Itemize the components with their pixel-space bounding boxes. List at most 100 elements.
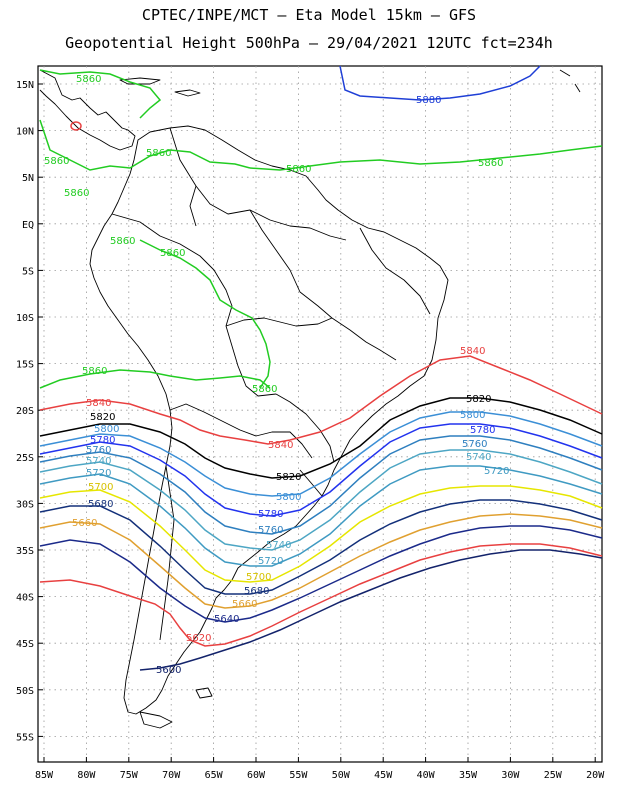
lon-tick-label: 45W [374,770,393,781]
label-5860: 5860 [76,74,101,85]
label-5700: 5700 [88,482,113,493]
label-5700: 5700 [246,572,271,583]
border-peru-bolivia [225,317,333,327]
label-5800: 5800 [94,424,119,435]
label-5760: 5760 [462,439,487,450]
label-5720: 5720 [258,556,283,567]
lat-tick-label: 20S [16,406,34,417]
lon-tick-label: 80W [77,770,96,781]
lon-tick-label: 85W [35,770,54,781]
lat-tick-label: 15N [16,80,34,91]
caribbean-island-2 [174,89,201,97]
label-5740: 5740 [86,456,111,467]
label-5840: 5840 [86,398,111,409]
border-colombia-peru [111,213,233,327]
label-5860: 5860 [146,148,171,159]
lat-tick-label: 10N [16,127,34,138]
label-5720: 5720 [484,466,509,477]
lon-tick-label: 65W [205,770,224,781]
label-5680: 5680 [88,499,113,510]
border-brazil-north [249,209,333,319]
contour-5840 [39,355,603,445]
label-5660: 5660 [72,518,97,529]
label-5740: 5740 [466,452,491,463]
label-5860: 5860 [64,188,89,199]
label-5840: 5840 [460,346,485,357]
contour-5680 [39,499,603,595]
falkland-islands [195,687,213,699]
label-5860: 5860 [44,156,69,167]
lat-tick-label: 25S [16,453,34,464]
lon-tick-label: 50W [332,770,351,781]
lat-tick-label: 35S [16,546,34,557]
contour-5820 [39,397,603,479]
lon-tick-label: 75W [120,770,139,781]
label-5820: 5820 [276,472,301,483]
label-5860: 5860 [110,236,135,247]
contour-5800 [39,411,603,497]
lat-tick-label: 30S [16,499,34,510]
contour-5860-north [249,145,603,171]
label-5800: 5800 [276,492,301,503]
label-5860: 5860 [252,384,277,395]
lat-tick-label: 5N [22,173,34,184]
contour-5860-south [39,369,271,389]
contour-closed-low [70,121,82,131]
contour-5860-colombia [39,119,251,171]
label-5860: 5860 [160,248,185,259]
border-ecuador [189,185,197,227]
label-5760: 5760 [86,445,111,456]
label-5680: 5680 [244,586,269,597]
label-5660: 5660 [232,599,257,610]
border-paraguay [275,393,335,463]
label-5760: 5760 [258,525,283,536]
contour-5640 [39,525,603,623]
lat-tick-label: 45S [16,639,34,650]
contour-5860-amazon [139,239,271,389]
label-5780: 5780 [258,509,283,520]
contour-5860-caribbean [39,69,162,119]
map-frame [37,65,603,763]
label-5860: 5860 [478,158,503,169]
contour-5620 [39,543,603,647]
lat-tick-label: 5S [22,266,34,277]
lat-tick-label: EQ [22,220,34,231]
graticule [38,66,602,762]
lon-tick-label: 30W [501,770,520,781]
lat-tick-label: 55S [16,732,34,743]
lon-tick-label: 40W [417,770,436,781]
label-5600: 5600 [156,665,181,676]
contour-5740 [39,449,603,551]
label-5840: 5840 [268,440,293,451]
south-america-coast [89,125,449,715]
latitude-tick-labels: 15N 10N 5N EQ 5S 10S 15S 20S 25S 30S 35S 40S 45S 50S 5… [16,80,43,743]
border-brazil-states [331,317,397,361]
label-5880: 5880 [416,95,441,106]
atlantic-islands [559,69,581,93]
chart-title-line2: Geopotential Height 500hPa – 29/04/2021 … [65,34,553,52]
longitude-tick-labels: 85W 80W 75W 70W 65W 60W 55W 50W 45W 40W 35W 30W 25W 2… [35,757,605,781]
contour-labels: 5880 5860 5860 5860 5860 5860 5860 5860 … [44,74,509,676]
contour-5760 [39,435,603,535]
lat-tick-label: 40S [16,593,34,604]
label-5860: 5860 [82,366,107,377]
label-5740: 5740 [266,540,291,551]
chart-title-line1: CPTEC/INPE/MCT – Eta Model 15km – GFS [141,6,477,24]
lon-tick-label: 25W [544,770,563,781]
label-5780: 5780 [470,425,495,436]
central-america-coast [39,69,136,151]
lon-tick-label: 70W [162,770,181,781]
lon-tick-label: 20W [586,770,605,781]
lon-tick-label: 60W [247,770,266,781]
contour-5720 [39,465,603,567]
label-5820: 5820 [466,394,491,405]
label-5780: 5780 [90,435,115,446]
contour-5600 [139,549,603,671]
label-5820: 5820 [90,412,115,423]
lon-tick-label: 35W [459,770,478,781]
label-5860: 5860 [286,164,311,175]
lat-tick-label: 50S [16,686,34,697]
contour-5660 [39,513,603,609]
label-5620: 5620 [186,633,211,644]
